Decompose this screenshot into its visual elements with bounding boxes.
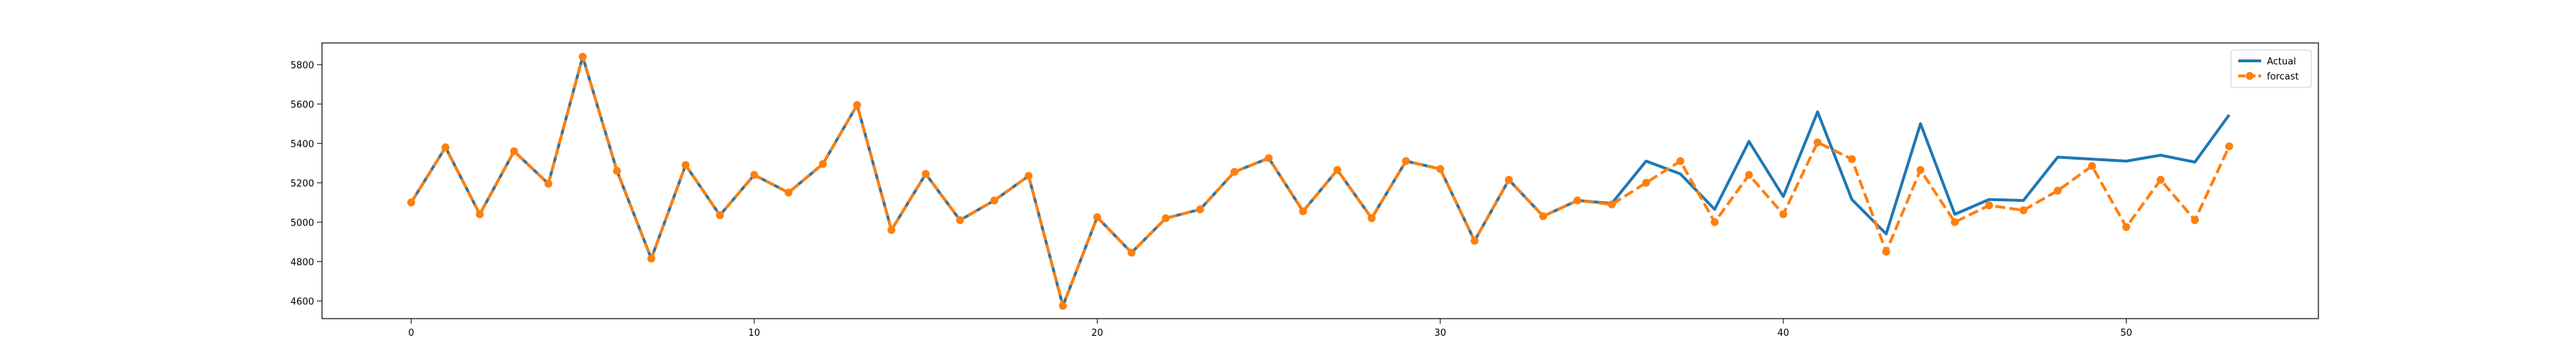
x-axis: 0 10 20 30 40 50: [408, 319, 2132, 339]
data-point-forcast: [1025, 172, 1033, 180]
x-tick-label: 10: [748, 328, 761, 339]
plot-frame: [321, 42, 2319, 319]
data-point-forcast: [1539, 212, 1548, 221]
x-tick-label: 30: [1435, 328, 1447, 339]
data-point-forcast: [613, 167, 621, 175]
data-point-forcast: [544, 180, 552, 188]
data-point-forcast: [1299, 207, 1307, 216]
data-point-forcast: [1985, 201, 1994, 210]
data-point-forcast: [2190, 216, 2199, 224]
data-point-forcast: [1813, 138, 1822, 147]
x-tick-label: 0: [408, 328, 414, 339]
data-point-forcast: [2054, 186, 2062, 195]
data-point-forcast: [1127, 248, 1136, 257]
legend-marker-forcast: [2245, 72, 2254, 80]
x-tick-label: 20: [1091, 328, 1103, 339]
data-point-forcast: [1402, 157, 1410, 165]
series-layer: [407, 52, 2233, 310]
y-tick-label: 5000: [291, 218, 314, 228]
data-point-forcast: [2156, 175, 2165, 184]
data-point-forcast: [1436, 165, 1445, 173]
y-tick-label: 5800: [291, 60, 314, 71]
data-point-forcast: [1196, 205, 1204, 213]
data-point-forcast: [1367, 214, 1376, 223]
data-point-forcast: [1607, 200, 1616, 208]
data-point-forcast: [1951, 218, 1959, 226]
data-point-forcast: [784, 188, 793, 197]
data-point-forcast: [1710, 218, 1719, 226]
data-point-forcast: [887, 226, 896, 234]
data-point-forcast: [647, 254, 655, 263]
data-point-forcast: [1574, 196, 1582, 205]
data-point-forcast: [509, 147, 518, 155]
data-point-forcast: [1882, 248, 1890, 256]
data-point-forcast: [407, 198, 416, 207]
y-tick-label: 5600: [291, 100, 314, 110]
legend-label-forcast: forcast: [2267, 72, 2299, 82]
legend: Actual forcast: [2230, 49, 2312, 88]
data-point-forcast: [1848, 155, 1856, 163]
data-point-forcast: [476, 210, 484, 218]
data-point-forcast: [1916, 165, 1925, 174]
data-point-forcast: [1333, 165, 1342, 174]
data-point-forcast: [1230, 168, 1239, 176]
data-point-forcast: [1779, 210, 1787, 218]
data-point-forcast: [1745, 170, 1753, 179]
data-point-forcast: [441, 143, 450, 152]
legend-label-actual: Actual: [2267, 57, 2296, 67]
y-tick-label: 4600: [291, 296, 314, 307]
data-point-forcast: [1264, 154, 1273, 163]
series-line-forcast: [409, 55, 2231, 308]
data-point-forcast: [681, 161, 690, 169]
data-point-forcast: [1641, 178, 1650, 187]
data-point-forcast: [956, 216, 965, 224]
x-tick-label: 50: [2120, 328, 2132, 339]
data-point-forcast: [1058, 301, 1067, 310]
data-point-forcast: [922, 170, 930, 178]
y-tick-label: 4800: [291, 257, 314, 268]
y-tick-label: 5200: [291, 178, 314, 189]
data-point-forcast: [2225, 142, 2233, 150]
data-point-forcast: [819, 160, 827, 168]
data-point-forcast: [2019, 206, 2028, 215]
data-point-forcast: [1505, 175, 1513, 184]
data-point-forcast: [1676, 157, 1684, 165]
data-point-forcast: [578, 52, 587, 61]
y-tick-label: 5400: [291, 139, 314, 150]
data-point-forcast: [2088, 162, 2097, 170]
data-point-forcast: [1093, 213, 1101, 221]
data-point-forcast: [853, 101, 862, 110]
data-point-forcast: [1470, 236, 1479, 245]
y-axis: 4600 4800 5000 5200 5400 5600 5800: [291, 60, 322, 307]
data-point-forcast: [990, 196, 999, 205]
data-point-forcast: [1161, 214, 1170, 223]
data-point-forcast: [750, 170, 758, 179]
data-point-forcast: [716, 211, 724, 220]
x-tick-label: 40: [1777, 328, 1790, 339]
data-point-forcast: [2122, 223, 2131, 231]
